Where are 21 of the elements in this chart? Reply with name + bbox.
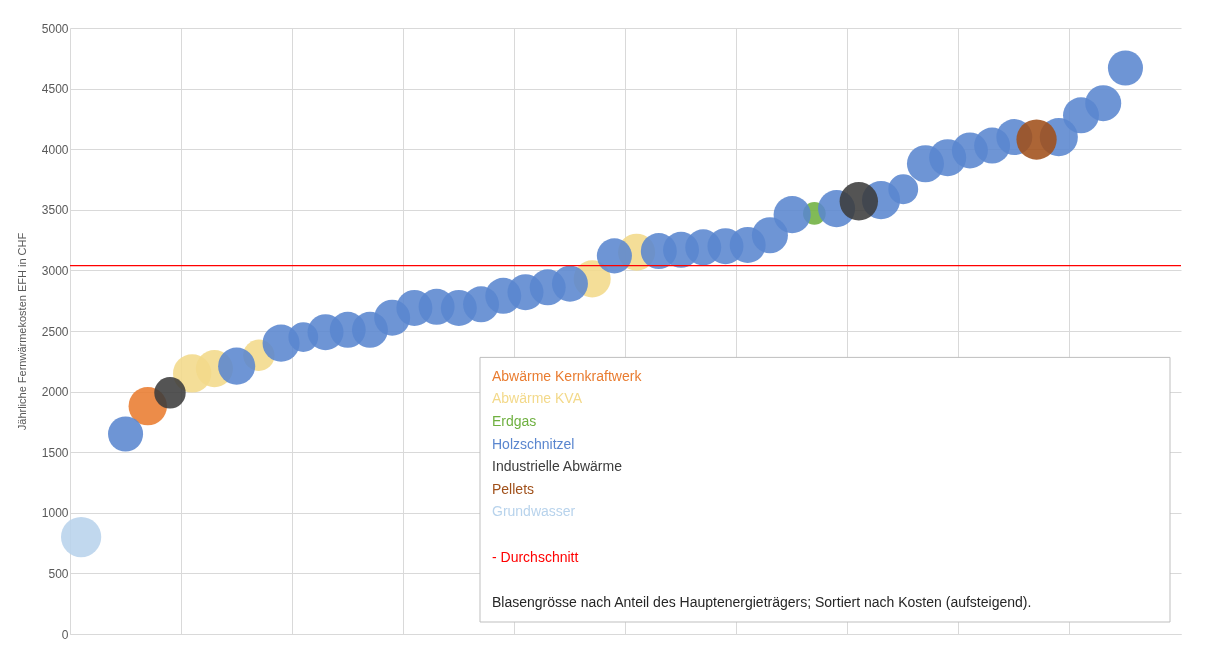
y-tick-label: 5000 (41, 21, 69, 36)
text: Grundwasser (492, 503, 576, 520)
y-axis-title: Jährliche Fernwärmekosten EFH in CHF (15, 232, 28, 431)
text: Holzschnitzel (492, 435, 575, 452)
annotation: Blasengrösse nach Anteil des Hauptenergieträgers; Sortiert nach Kosten (aufsteigend). (492, 593, 1032, 610)
text: Erdgas (492, 412, 537, 429)
y-tick-label: 4000 (41, 142, 69, 157)
y-tick-label: 1000 (41, 506, 69, 521)
y-tick-label: 3000 (41, 263, 69, 278)
y-tick-label: 0 (61, 627, 69, 642)
y-tick-label: 500 (48, 566, 69, 581)
ref-line-label: - Durchschnitt (492, 548, 579, 565)
y-tick-label: 1500 (41, 445, 69, 460)
text: Industrielle Abwärme (492, 458, 623, 475)
text: Abwärme Kernkraftwerk (492, 367, 643, 384)
y-tick-label: 3500 (41, 203, 69, 218)
text: Pellets (492, 480, 535, 497)
y-tick-label: 4500 (41, 82, 69, 97)
y-tick-label: 2000 (41, 385, 69, 400)
text: Abwärme KVA (492, 390, 583, 407)
y-tick-label: 2500 (41, 324, 69, 339)
